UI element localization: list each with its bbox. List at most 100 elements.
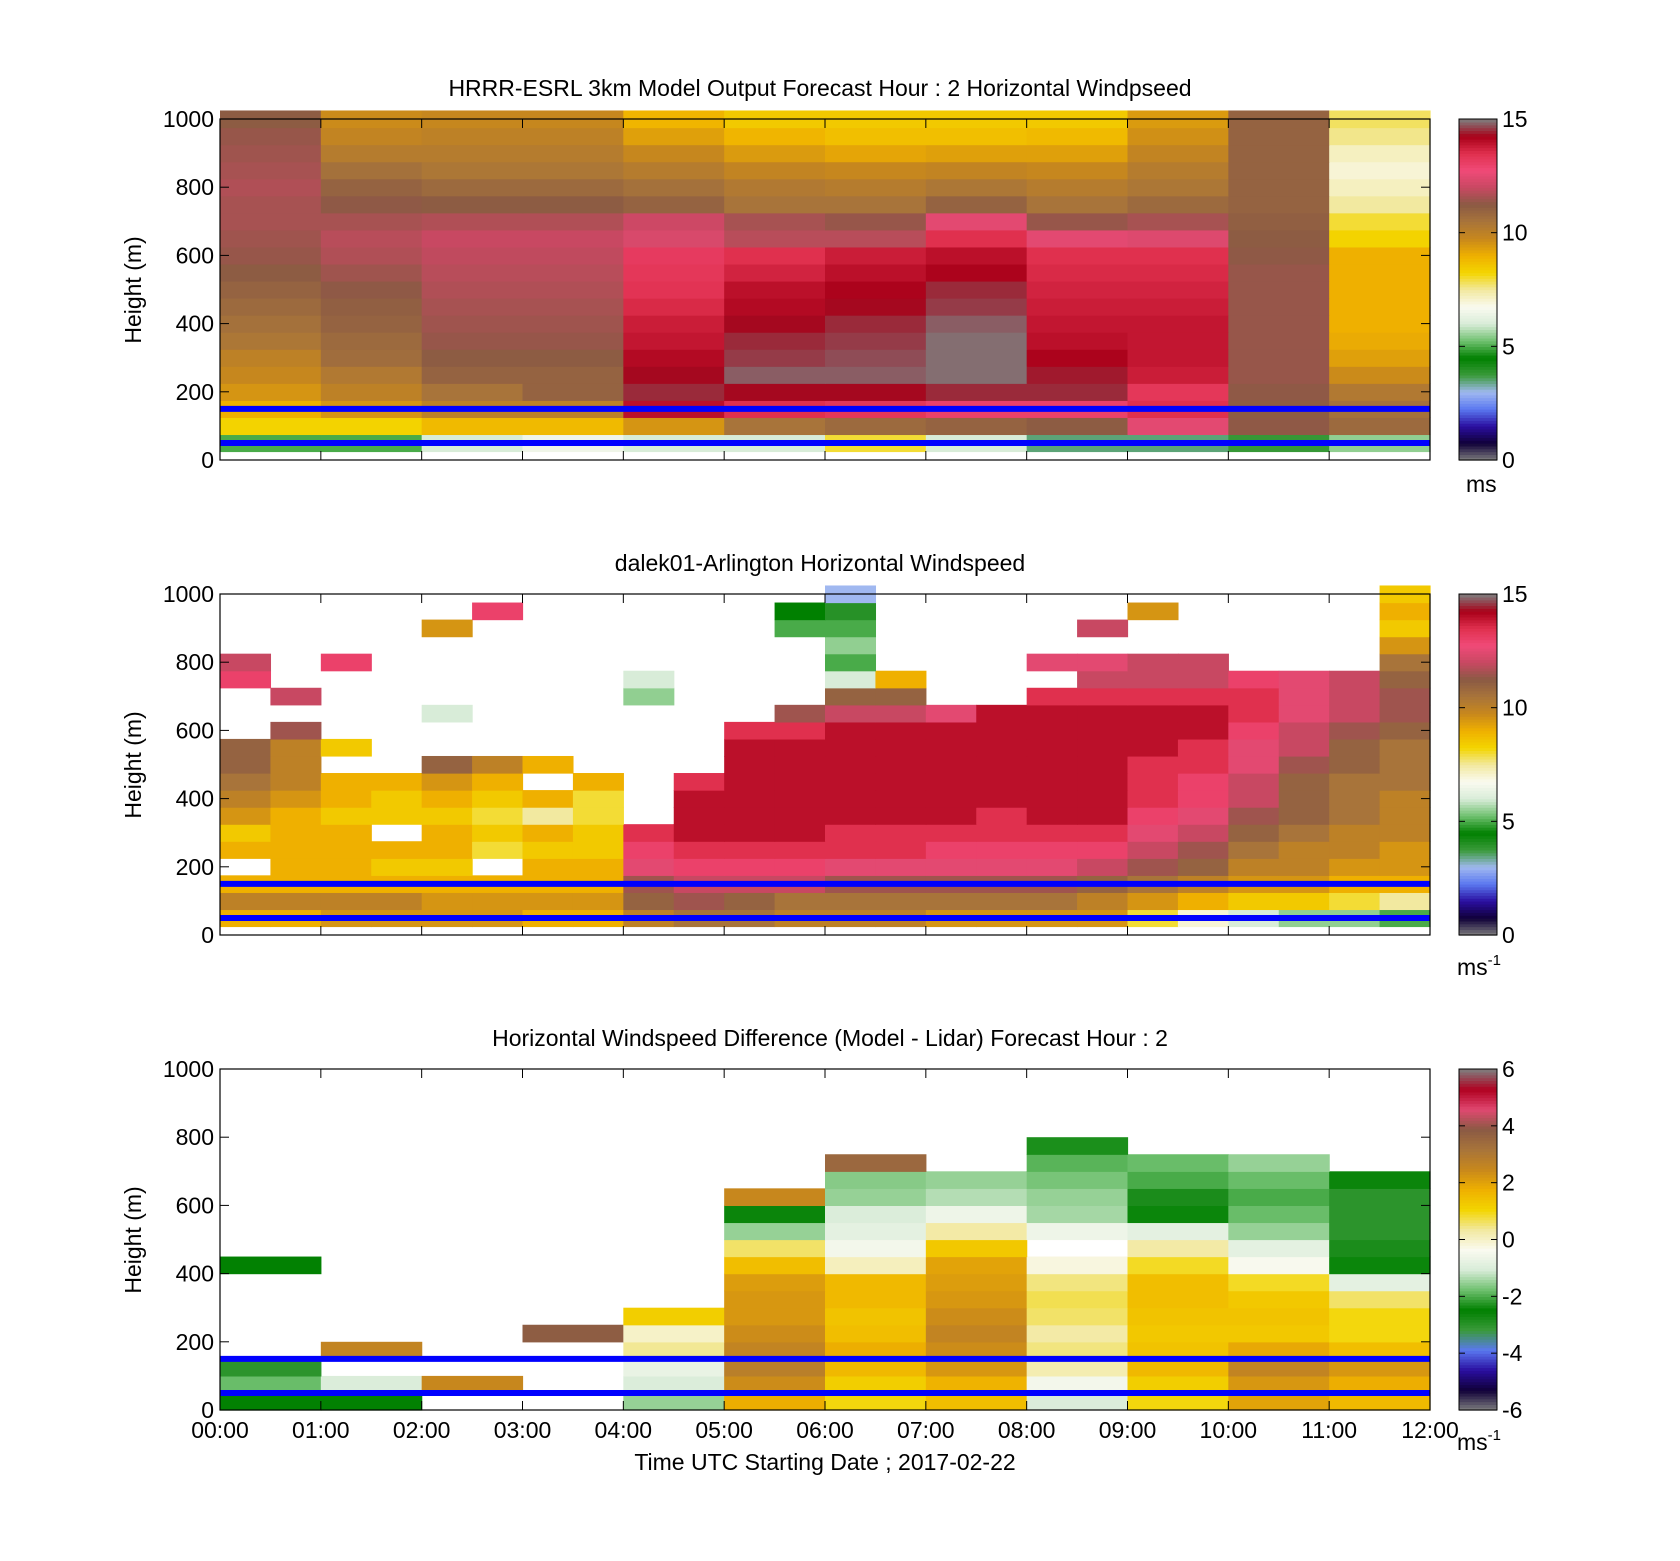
heatmap-cell bbox=[1329, 738, 1381, 757]
colorbar-segment bbox=[1459, 440, 1497, 444]
colorbar-segment bbox=[1459, 738, 1497, 743]
heatmap-cell bbox=[925, 858, 977, 876]
heatmap-cell bbox=[1329, 349, 1431, 367]
colorbar-segment bbox=[1459, 1307, 1497, 1312]
heatmap-cell bbox=[1379, 755, 1431, 774]
heatmap-cell bbox=[1127, 366, 1229, 384]
colorbar-segment bbox=[1459, 795, 1497, 800]
colorbar-segment bbox=[1459, 917, 1497, 922]
colorbar-segment bbox=[1459, 201, 1497, 205]
heatmap-cell bbox=[875, 824, 927, 842]
heatmap-cell bbox=[724, 1341, 826, 1360]
heatmap-cell bbox=[925, 212, 1028, 231]
heatmap-cell bbox=[1026, 1205, 1129, 1224]
colorbar-segment bbox=[1459, 158, 1497, 163]
heatmap-cell bbox=[1379, 636, 1431, 655]
heatmap-cell bbox=[724, 1256, 826, 1275]
heatmap-cell bbox=[825, 1358, 927, 1377]
heatmap-cell bbox=[522, 246, 624, 265]
heatmap-cell bbox=[522, 366, 624, 384]
heatmap-cell bbox=[220, 229, 322, 248]
colorbar-segment bbox=[1459, 733, 1497, 737]
heatmap-cell bbox=[1329, 1171, 1431, 1189]
heatmap-cell bbox=[220, 349, 322, 367]
heatmap-cell bbox=[724, 417, 826, 436]
colorbar-segment bbox=[1459, 363, 1497, 367]
colorbar-segment bbox=[1459, 792, 1497, 797]
colorbar-segment bbox=[1459, 1225, 1497, 1229]
heatmap-cell bbox=[976, 755, 1028, 774]
colorbar-segment bbox=[1459, 1387, 1497, 1391]
heatmap-cell bbox=[220, 807, 272, 825]
heatmap-cell bbox=[925, 738, 977, 757]
colorbar-segment bbox=[1459, 1196, 1497, 1201]
colorbar-segment bbox=[1459, 639, 1497, 644]
colorbar-segment bbox=[1459, 252, 1497, 257]
colorbar-segment bbox=[1459, 249, 1497, 254]
colorbar-segment bbox=[1459, 1216, 1497, 1221]
colorbar-segment bbox=[1459, 144, 1497, 149]
heatmap-cell bbox=[774, 790, 826, 808]
heatmap-cell bbox=[1026, 653, 1078, 672]
heatmap-cell bbox=[1127, 298, 1229, 316]
heatmap-cell bbox=[825, 892, 877, 911]
heatmap-cell bbox=[1329, 229, 1431, 248]
colorbar-segment bbox=[1459, 204, 1497, 208]
heatmap-cell bbox=[774, 892, 826, 911]
colorbar-segment bbox=[1459, 1171, 1497, 1175]
colorbar-segment bbox=[1459, 224, 1497, 228]
colorbar-segment bbox=[1459, 866, 1497, 871]
heatmap-cell bbox=[724, 332, 826, 350]
heatmap-cell bbox=[421, 127, 524, 146]
colorbar-segment bbox=[1459, 374, 1497, 379]
colorbar-segment bbox=[1459, 408, 1497, 413]
heatmap-cell bbox=[976, 790, 1028, 808]
colorbar-segment bbox=[1459, 119, 1497, 123]
heatmap-cell bbox=[421, 298, 524, 316]
heatmap-cell bbox=[220, 280, 322, 299]
heatmap-cell bbox=[1026, 755, 1078, 774]
colorbar-unit-difference: ms-1 bbox=[1457, 1427, 1501, 1455]
colorbar-tick-label: -2 bbox=[1502, 1283, 1522, 1309]
heatmap-cell bbox=[925, 144, 1028, 163]
colorbar-segment bbox=[1459, 878, 1497, 882]
colorbar-segment bbox=[1459, 693, 1497, 697]
heatmap-cell bbox=[371, 790, 423, 808]
heatmap-cell bbox=[925, 263, 1028, 282]
heatmap-cell bbox=[220, 1256, 322, 1275]
colorbar-segment bbox=[1459, 286, 1497, 291]
heatmap-cell bbox=[925, 841, 977, 859]
heatmap-cell bbox=[825, 332, 927, 350]
colorbar-segment bbox=[1459, 371, 1497, 376]
colorbar-segment bbox=[1459, 218, 1497, 222]
heatmap-cell bbox=[1026, 1188, 1129, 1206]
heatmap-cell bbox=[1329, 144, 1431, 163]
colorbar-segment bbox=[1459, 323, 1497, 328]
colorbar-segment bbox=[1459, 400, 1497, 404]
colorbar-segment bbox=[1459, 781, 1497, 786]
colorbar-segment bbox=[1459, 255, 1497, 259]
colorbar-segment bbox=[1459, 846, 1497, 851]
panel-title-difference: Horizontal Windspeed Difference (Model -… bbox=[492, 1025, 1168, 1051]
colorbar-segment bbox=[1459, 613, 1497, 618]
heatmap-cell bbox=[925, 1171, 1028, 1189]
heatmap-cell bbox=[724, 366, 826, 384]
heatmap-cell bbox=[320, 315, 423, 333]
colorbar-segment bbox=[1459, 898, 1497, 902]
x-tick-label: 05:00 bbox=[695, 1417, 753, 1443]
heatmap-cell bbox=[1329, 127, 1431, 146]
heatmap-cell bbox=[1077, 892, 1129, 911]
colorbar-segment bbox=[1459, 804, 1497, 808]
heatmap-cell bbox=[623, 280, 725, 299]
x-tick-label: 12:00 bbox=[1401, 1417, 1459, 1443]
colorbar-tick-label: 10 bbox=[1502, 695, 1528, 721]
heatmap-cell bbox=[320, 1375, 423, 1394]
heatmap-cell bbox=[320, 417, 423, 436]
colorbar-segment bbox=[1459, 889, 1497, 894]
colorbar-segment bbox=[1459, 1213, 1497, 1218]
heatmap-cell bbox=[623, 383, 725, 401]
colorbar-segment bbox=[1459, 221, 1497, 225]
y-tick-label: 200 bbox=[176, 854, 214, 880]
heatmap-cell bbox=[1077, 790, 1129, 808]
panel-title-lidar: dalek01-Arlington Horizontal Windspeed bbox=[615, 550, 1025, 576]
